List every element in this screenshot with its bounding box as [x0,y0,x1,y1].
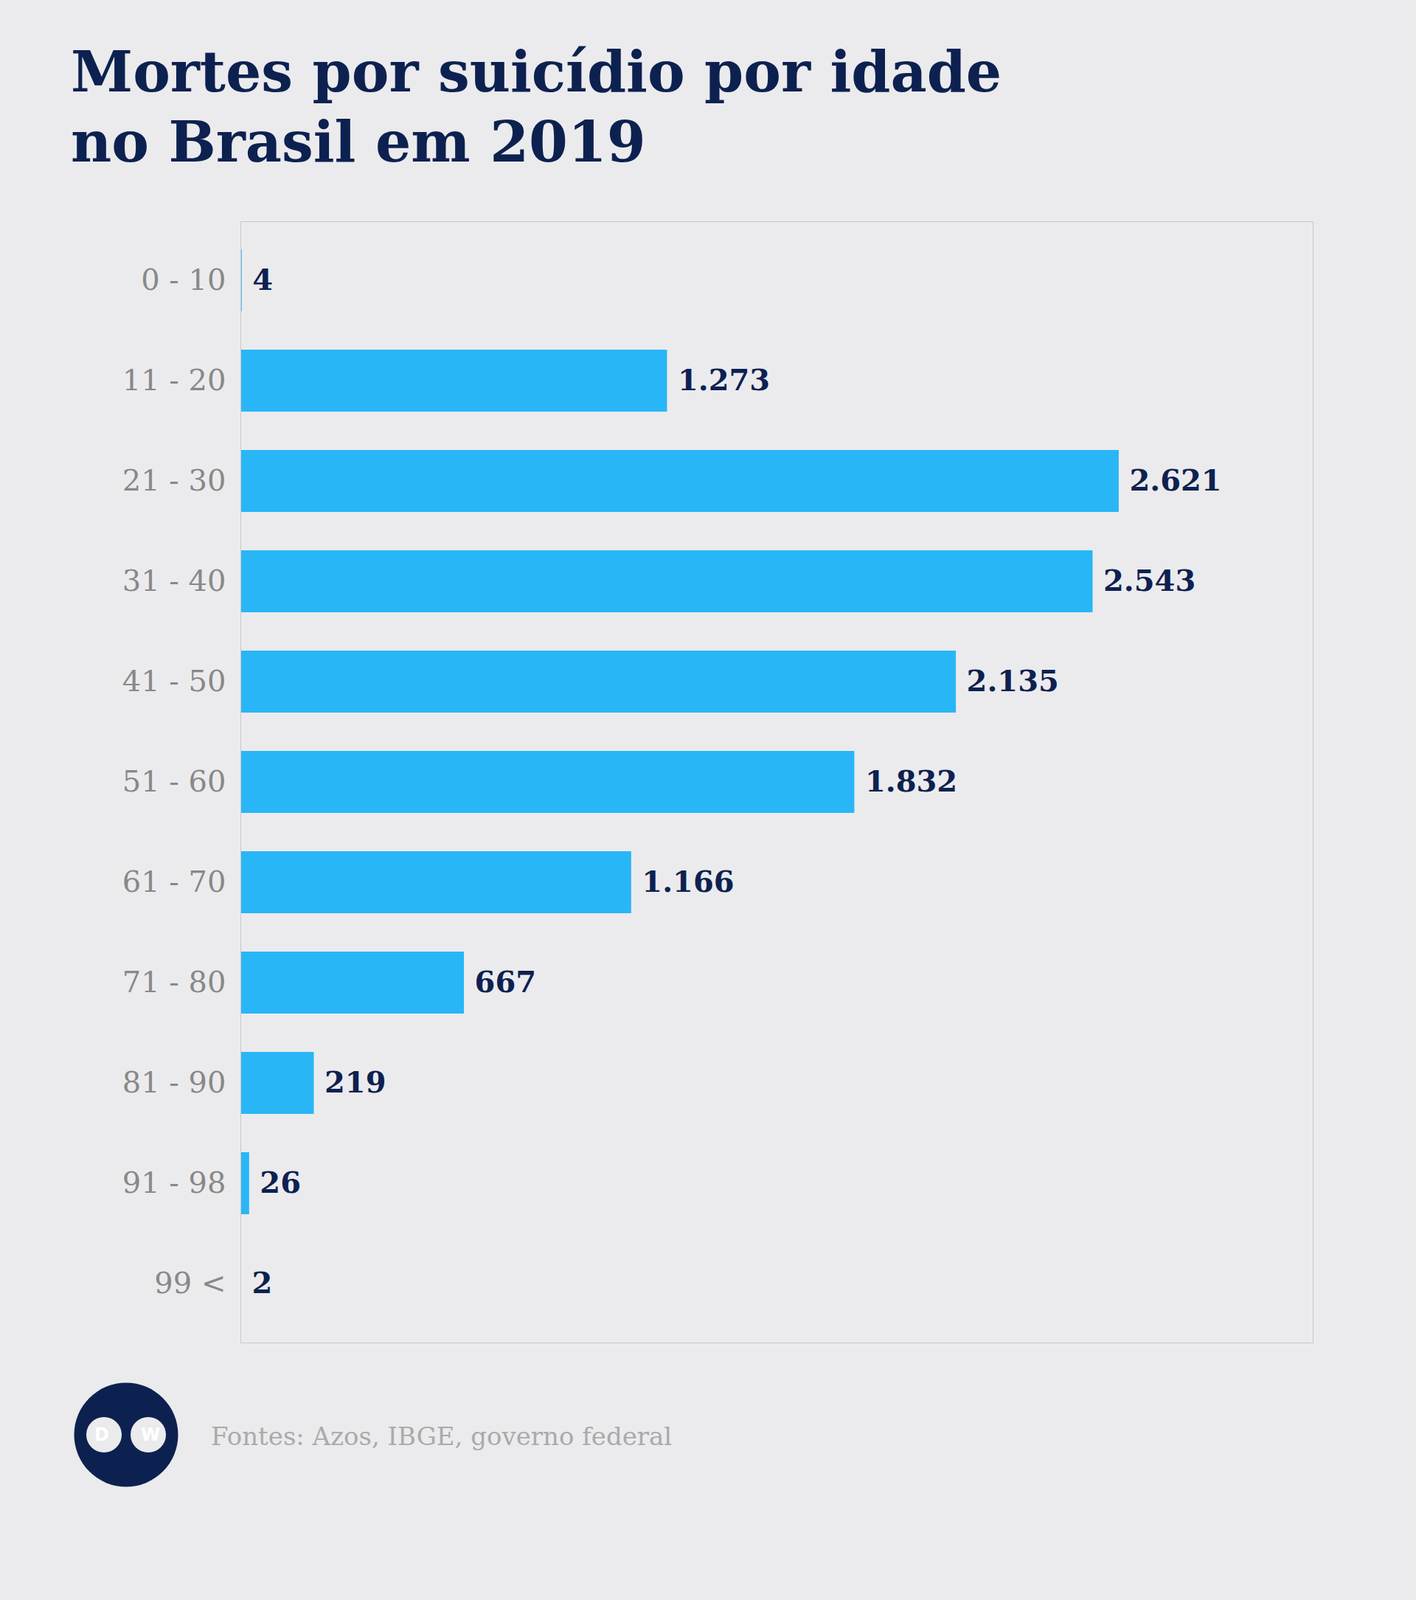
svg-text:W: W [140,1424,161,1445]
html-text:Mortes por suicídio por idade: Mortes por suicídio por idade no Brasil … [70,39,1002,175]
svg-text:1.166: 1.166 [641,863,734,899]
html-text:Fontes: Azos, IBGE, governo fe: Fontes: Azos, IBGE, governo federal [210,1421,673,1451]
svg-text:31 - 40: 31 - 40 [122,563,227,598]
svg-text:667: 667 [474,963,537,999]
svg-text:99 <: 99 < [154,1265,226,1300]
svg-text:41 - 50: 41 - 50 [122,663,227,698]
svg-text:61 - 70: 61 - 70 [122,864,227,899]
svg-text:4: 4 [252,261,273,297]
svg-text:219: 219 [324,1064,387,1099]
svg-text:91 - 98: 91 - 98 [122,1165,227,1200]
svg-text:21 - 30: 21 - 30 [122,463,227,498]
svg-text:71 - 80: 71 - 80 [122,964,227,999]
svg-text:51 - 60: 51 - 60 [122,764,227,798]
svg-text:1.273: 1.273 [677,362,770,397]
svg-text:D: D [94,1424,110,1445]
svg-text:2: 2 [251,1264,273,1300]
svg-text:2.621: 2.621 [1129,462,1222,498]
svg-text:2.135: 2.135 [966,663,1060,698]
svg-text:1.832: 1.832 [865,763,958,798]
svg-text:81 - 90: 81 - 90 [122,1064,227,1099]
svg-text:11 - 20: 11 - 20 [122,362,227,397]
svg-text:26: 26 [259,1164,301,1200]
svg-text:0 - 10: 0 - 10 [140,262,226,297]
svg-text:2.543: 2.543 [1103,562,1196,598]
